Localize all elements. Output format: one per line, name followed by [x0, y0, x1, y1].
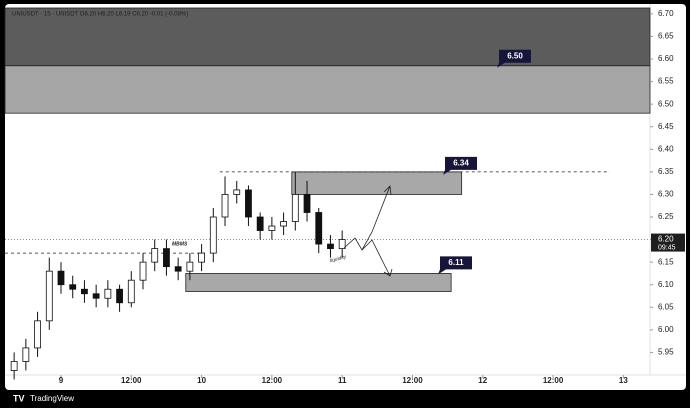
- candle-body: [268, 225, 276, 231]
- candle-body: [209, 216, 217, 254]
- candle-body: [221, 194, 229, 218]
- x-tick-label: 13: [619, 376, 628, 385]
- y-tick-label: 6.50: [658, 99, 674, 108]
- candle-body: [233, 189, 241, 195]
- x-tick-label: 12: [478, 376, 487, 385]
- candle-body: [245, 189, 252, 218]
- y-tick-label: 6.10: [658, 280, 674, 289]
- candle-body: [22, 347, 30, 362]
- candle-body: [81, 288, 88, 295]
- y-tick-label: 6.30: [658, 190, 674, 199]
- y-tick-label: 6.15: [658, 257, 674, 266]
- x-tick-label: 11: [338, 376, 347, 385]
- plot: [4, 7, 651, 380]
- y-tick-label: 6.65: [658, 32, 674, 41]
- countdown: 09:45: [658, 244, 676, 251]
- candle-body: [338, 239, 346, 250]
- callout: [497, 49, 531, 68]
- candle-body: [57, 270, 65, 286]
- y-tick-label: 6.35: [658, 167, 674, 176]
- candle-body: [139, 261, 147, 281]
- candle-body: [151, 248, 159, 263]
- candle-body: [198, 252, 205, 263]
- last-price-label: 6.20: [658, 235, 674, 244]
- callout: [438, 256, 472, 275]
- projection-path: [343, 185, 393, 277]
- candle-body: [34, 320, 41, 349]
- brand-logo: TV: [13, 393, 25, 403]
- callout-label: 6.50: [507, 51, 523, 60]
- y-tick-label: 6.25: [658, 212, 674, 221]
- candle-body: [92, 293, 100, 299]
- zone: [291, 171, 463, 195]
- zone: [4, 65, 651, 114]
- annotation: MBMS: [172, 241, 188, 247]
- x-tick-label: 12:00: [402, 376, 423, 385]
- legend-text: UNIUSDT · 15 · UNISDT O6.20 H6.20 L6.19 …: [12, 12, 188, 18]
- candle-body: [291, 194, 299, 222]
- candle-body: [256, 216, 264, 231]
- zone: [185, 273, 452, 292]
- y-tick-label: 6.45: [658, 122, 674, 131]
- last-price-tag: [651, 233, 685, 252]
- candle-body: [327, 243, 334, 250]
- candle-body: [303, 194, 311, 213]
- y-tick-label: 6.70: [658, 9, 674, 18]
- candle-body: [186, 261, 194, 272]
- callout: [443, 156, 477, 175]
- x-tick-label: 10: [197, 376, 206, 385]
- y-tick-label: 6.40: [658, 144, 674, 153]
- x-tick-label: 12:00: [543, 376, 564, 385]
- candle-body: [10, 361, 18, 371]
- x-tick-label: 12:00: [262, 376, 283, 385]
- candle-body: [116, 288, 123, 304]
- x-tick-label: 12:00: [121, 376, 142, 385]
- candle-body: [104, 288, 112, 299]
- y-tick-label: 6.60: [658, 54, 674, 63]
- callout-label: 6.34: [453, 158, 469, 167]
- x-tick-label: 9: [59, 376, 64, 385]
- candle-body: [127, 279, 135, 304]
- candle-body: [280, 221, 287, 227]
- y-tick-label: 6.00: [658, 325, 674, 334]
- candle-body: [69, 284, 77, 290]
- y-tick-label: 6.55: [658, 77, 674, 86]
- y-tick-label: 6.05: [658, 302, 674, 311]
- annotation: liquidity: [329, 254, 347, 264]
- candle-body: [45, 270, 53, 322]
- candle-body: [315, 212, 323, 245]
- callout-label: 6.11: [448, 258, 464, 267]
- y-tick-label: 5.95: [658, 348, 674, 357]
- brand: TradingView: [30, 394, 74, 403]
- candle-body: [174, 266, 182, 272]
- candle-body: [163, 248, 170, 268]
